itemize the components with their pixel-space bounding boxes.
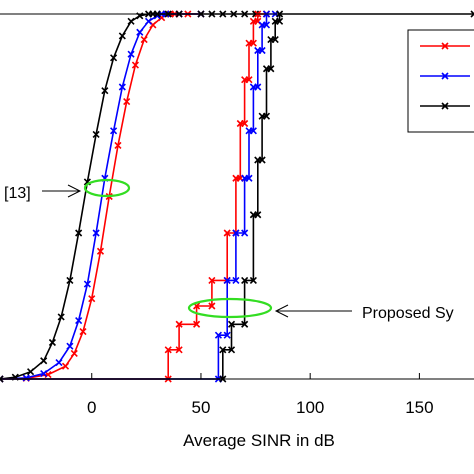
series-0-marker — [61, 362, 70, 370]
series-0-marker — [140, 35, 148, 44]
series-4-line — [0, 13, 276, 380]
series-3-marker — [193, 320, 201, 328]
series-4-marker — [254, 83, 262, 91]
series-3 — [0, 10, 271, 383]
series-1-marker — [22, 374, 30, 382]
chart-series-group — [0, 10, 474, 383]
series-1-marker — [118, 83, 126, 91]
series-1-marker — [66, 342, 74, 350]
annotation-ref13-label: [13] — [4, 185, 31, 202]
x-tick-label: 100 — [296, 398, 324, 417]
annotation-ref13-ellipse — [83, 178, 131, 198]
series-3-line — [0, 13, 267, 380]
series-2-marker — [110, 54, 118, 62]
series-0-marker — [96, 247, 105, 255]
legend-items — [420, 42, 470, 110]
series-5-marker — [219, 346, 227, 354]
series-4-marker — [262, 21, 271, 29]
series-4-marker — [241, 229, 249, 237]
series-3-marker — [241, 119, 249, 128]
series-3-marker — [208, 302, 216, 310]
series-5-marker — [271, 35, 279, 44]
series-5-line — [0, 13, 474, 380]
legend-marker-0 — [441, 42, 449, 50]
series-1-marker — [75, 317, 83, 325]
series-5-marker — [470, 10, 474, 18]
legend-frame — [407, 29, 474, 133]
series-0-marker — [79, 327, 87, 336]
series-2-marker — [118, 32, 126, 40]
series-0-marker — [114, 141, 122, 149]
x-ticks-group: 0 50 100 150 — [87, 373, 434, 417]
x-tick-label: 150 — [405, 398, 433, 417]
x-tick-label: 50 — [191, 398, 210, 417]
series-5 — [0, 10, 474, 383]
x-tick-label: 0 — [87, 398, 96, 417]
series-5-marker — [254, 211, 262, 219]
series-4-marker — [223, 276, 231, 285]
series-4-marker — [249, 127, 257, 135]
series-4-marker — [258, 46, 266, 55]
series-2-marker — [40, 357, 48, 365]
series-1-marker — [127, 50, 135, 58]
series-3-marker — [245, 76, 253, 84]
series-0-marker — [70, 349, 78, 358]
series-5-marker — [258, 156, 266, 164]
series-4-marker — [214, 331, 222, 339]
series-0-marker — [131, 61, 139, 69]
legend-marker-2 — [441, 102, 449, 110]
series-1-marker — [136, 28, 144, 36]
series-1-marker — [40, 369, 48, 378]
x-axis-label: Average SINR in dB — [183, 431, 335, 450]
series-1-marker — [110, 127, 118, 135]
series-4-marker — [232, 276, 240, 285]
series-2-marker — [92, 130, 100, 139]
series-3-marker — [175, 320, 183, 328]
series-2-marker — [101, 87, 109, 95]
legend-box — [407, 29, 474, 133]
series-0-marker — [88, 295, 96, 303]
series-1-marker — [92, 229, 100, 237]
series-4-marker — [245, 174, 253, 182]
series-2-marker — [66, 276, 74, 285]
series-5-marker — [267, 65, 275, 73]
series-5-marker — [227, 320, 236, 328]
series-0-marker — [123, 98, 131, 106]
series-1-marker — [55, 359, 63, 367]
series-5-marker — [262, 112, 271, 120]
axes-group — [0, 13, 474, 380]
annotation-proposed-ellipse — [187, 297, 273, 319]
series-3-marker — [223, 229, 231, 237]
series-2-marker — [48, 338, 56, 347]
series-5-marker — [241, 276, 249, 285]
series-5-marker — [249, 276, 257, 285]
annotation-proposed-arrow — [274, 304, 352, 318]
series-5-marker — [276, 17, 284, 25]
series-3-marker — [208, 276, 216, 285]
series-5-marker — [0, 375, 4, 383]
series-1-marker — [144, 17, 153, 25]
series-2-marker — [27, 368, 35, 376]
series-3-marker — [175, 346, 183, 354]
series-2-marker — [127, 17, 135, 25]
series-3-marker — [164, 346, 172, 354]
annotation-proposed-label: Proposed Sy — [362, 305, 454, 322]
series-5-marker — [241, 320, 249, 328]
series-3-marker — [249, 39, 257, 47]
series-5-marker — [227, 346, 236, 354]
series-4-marker — [223, 331, 231, 339]
series-4-marker — [232, 229, 240, 237]
series-2-marker — [75, 229, 83, 237]
series-2-marker — [57, 313, 65, 321]
annotation-ref13-arrow — [42, 184, 82, 198]
legend-marker-1 — [441, 72, 449, 80]
series-1-marker — [83, 280, 91, 288]
